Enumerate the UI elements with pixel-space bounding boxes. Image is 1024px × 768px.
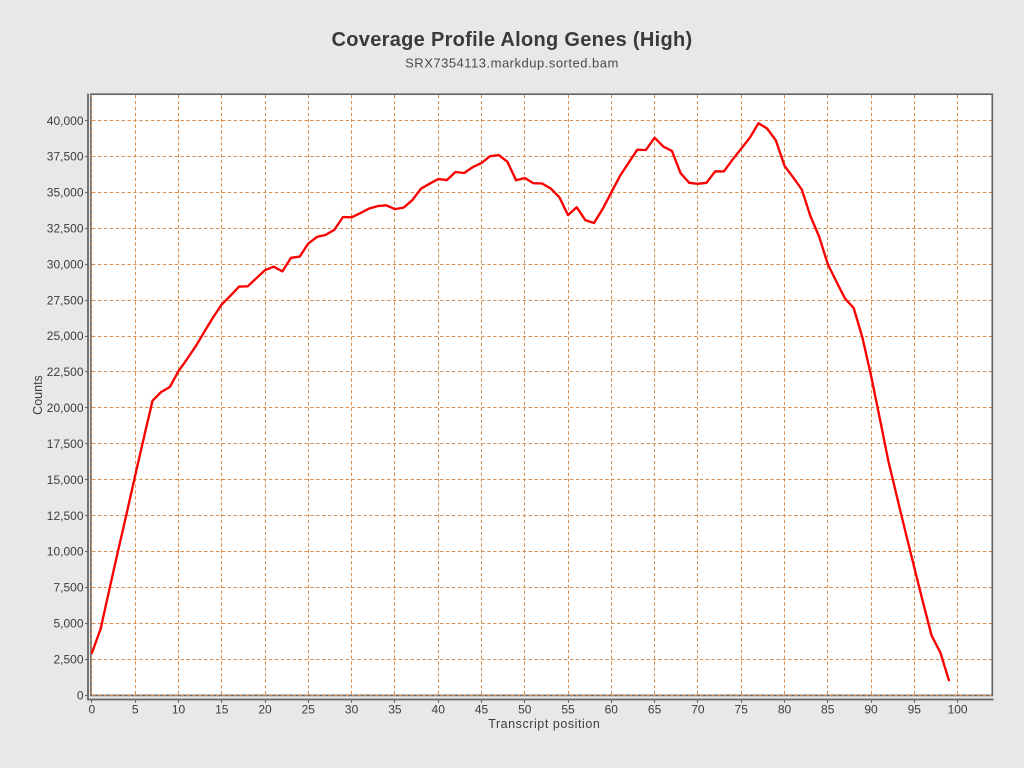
svg-text:70: 70 [691,702,705,716]
svg-text:25,000: 25,000 [47,329,84,343]
svg-text:25: 25 [302,702,316,716]
svg-text:85: 85 [821,702,835,716]
svg-text:0: 0 [77,688,84,702]
svg-text:95: 95 [908,702,922,716]
svg-text:40: 40 [432,702,446,716]
svg-text:100: 100 [948,702,968,716]
svg-text:40,000: 40,000 [47,114,84,128]
svg-text:Coverage Profile Along Genes (: Coverage Profile Along Genes (High) [332,29,693,51]
svg-text:55: 55 [561,702,575,716]
svg-text:Transcript position: Transcript position [488,717,600,731]
svg-text:65: 65 [648,702,662,716]
svg-text:45: 45 [475,702,489,716]
svg-text:80: 80 [778,702,792,716]
svg-text:32,500: 32,500 [47,222,84,236]
svg-text:SRX7354113.markdup.sorted.bam: SRX7354113.markdup.sorted.bam [405,55,619,70]
svg-text:10,000: 10,000 [47,545,84,559]
svg-text:30: 30 [345,702,359,716]
svg-text:5: 5 [132,702,139,716]
svg-text:15: 15 [215,702,229,716]
svg-text:2,500: 2,500 [53,652,83,666]
svg-text:35,000: 35,000 [47,186,84,200]
svg-text:Counts: Counts [31,375,45,415]
svg-text:60: 60 [605,702,619,716]
svg-text:10: 10 [172,702,186,716]
svg-text:0: 0 [89,702,96,716]
svg-text:12,500: 12,500 [47,509,84,523]
svg-text:37,500: 37,500 [47,150,84,164]
svg-text:50: 50 [518,702,532,716]
svg-text:20: 20 [258,702,272,716]
svg-text:90: 90 [864,702,878,716]
svg-text:75: 75 [735,702,749,716]
svg-text:27,500: 27,500 [47,293,84,307]
svg-text:15,000: 15,000 [47,473,84,487]
svg-text:5,000: 5,000 [53,617,83,631]
svg-text:35: 35 [388,702,402,716]
svg-text:17,500: 17,500 [47,437,84,451]
svg-text:22,500: 22,500 [47,365,84,379]
svg-text:7,500: 7,500 [53,581,83,595]
svg-text:30,000: 30,000 [47,257,84,271]
svg-text:20,000: 20,000 [47,401,84,415]
